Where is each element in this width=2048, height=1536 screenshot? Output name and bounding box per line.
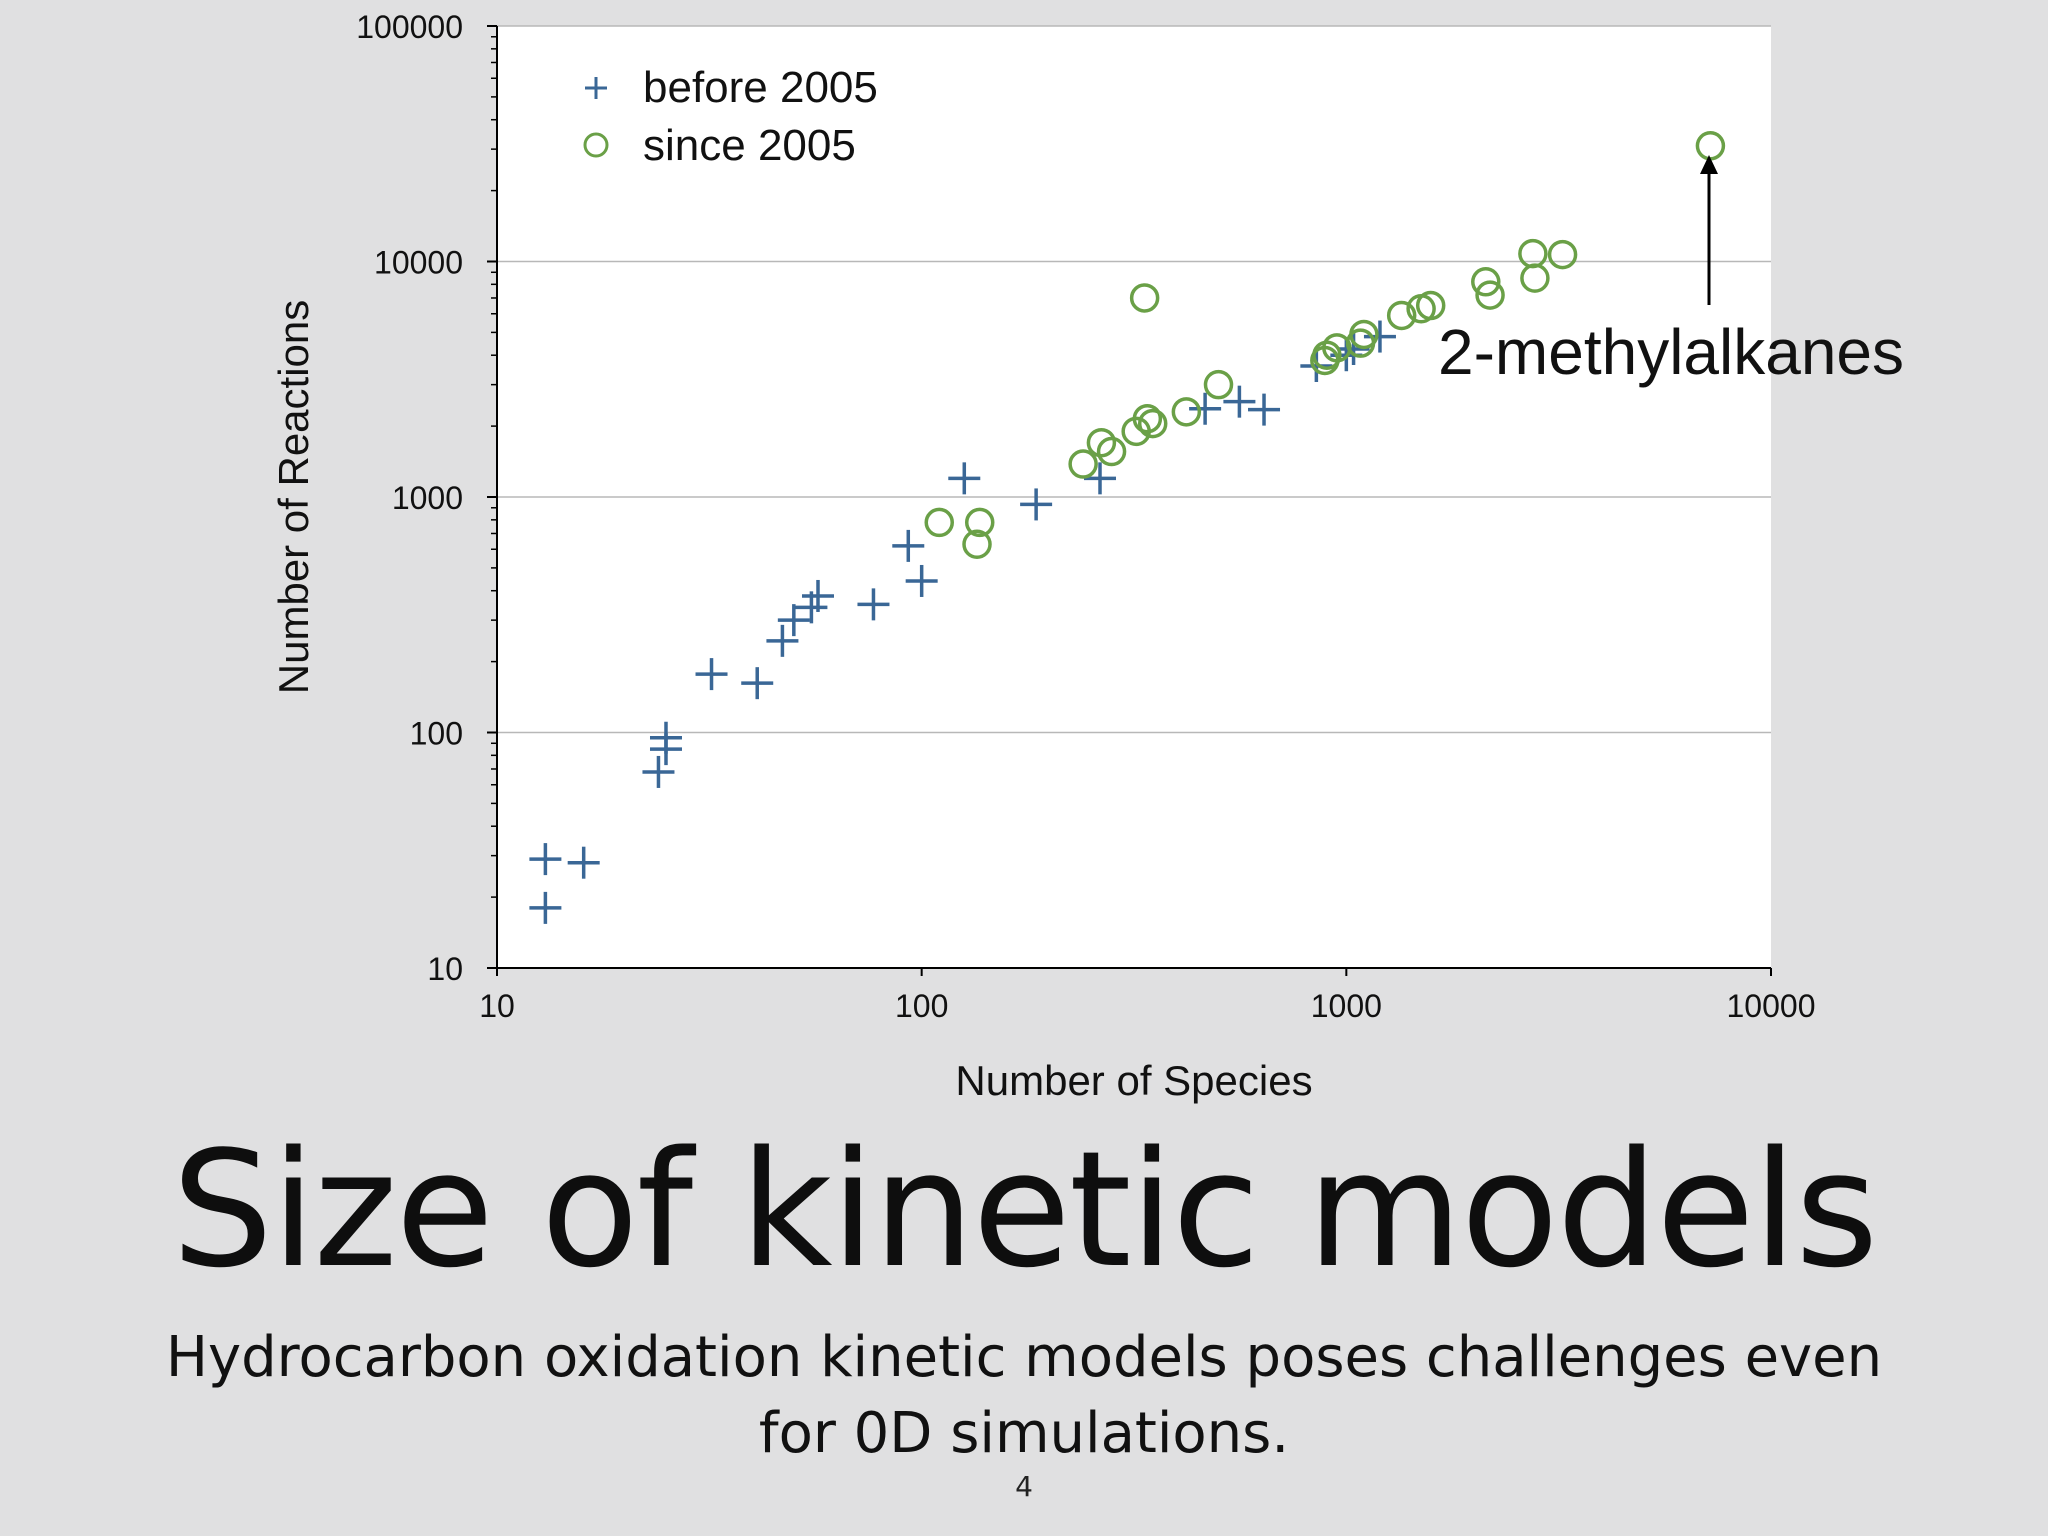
before-2005-point	[1223, 385, 1256, 418]
since-2005-point	[1132, 403, 1163, 434]
since-2005-point	[1415, 290, 1446, 321]
annotation-2-methylalkanes: 2-methylalkanes	[1438, 155, 1904, 388]
annotation-arrow-head	[1700, 155, 1718, 174]
data-points	[529, 131, 1726, 924]
x-tick-label: 1000	[1311, 988, 1382, 1024]
gridlines	[497, 25, 1771, 734]
legend-label-since: since 2005	[643, 121, 856, 170]
since-2005-point	[1203, 369, 1234, 400]
x-tick-label: 10	[479, 988, 515, 1024]
before-2005-point	[1189, 392, 1222, 425]
since-2005-point	[964, 507, 995, 538]
before-2005-point	[801, 579, 834, 612]
before-2005-point	[529, 843, 562, 876]
before-2005-point	[1248, 393, 1281, 426]
since-2005-point	[1386, 300, 1417, 331]
before-2005-point	[695, 658, 728, 691]
legend-label-before: before 2005	[643, 63, 878, 112]
legend-marker-before	[585, 77, 607, 99]
before-2005-point	[741, 667, 774, 700]
before-2005-point	[905, 564, 938, 597]
before-2005-point	[948, 462, 981, 495]
since-2005-point	[1349, 319, 1379, 350]
before-2005-point	[892, 529, 925, 562]
y-tick-label: 100000	[356, 9, 463, 45]
since-2005-point	[1096, 436, 1127, 467]
y-tick-label: 1000	[392, 480, 463, 516]
since-2005-point	[1129, 283, 1160, 313]
since-2005-point	[1547, 239, 1578, 270]
x-tick-label: 100	[895, 988, 948, 1024]
axis-ticks: 10 100 1000 10000 100000 10 100 1000 10000	[356, 9, 1815, 1024]
x-tick-label: 10000	[1727, 988, 1816, 1024]
before-2005-point	[857, 588, 890, 621]
legend-marker-since	[583, 132, 609, 158]
before-2005-point	[649, 721, 682, 754]
since-2005-point	[962, 529, 992, 560]
scatter-chart: 10 100 1000 10000 100000 10 100 1000 10000 befor…	[270, 9, 1904, 1104]
y-axis-label: Number of Reactions	[270, 300, 317, 695]
y-tick-label: 10	[427, 951, 463, 987]
slide-title: Size of kinetic models	[171, 1116, 1879, 1303]
before-2005-point	[777, 604, 810, 637]
before-2005-point	[766, 624, 799, 657]
since-2005-point	[1471, 267, 1501, 297]
annotation-label: 2-methylalkanes	[1438, 316, 1904, 388]
before-2005-point	[642, 755, 675, 788]
before-2005-point	[1300, 349, 1333, 382]
since-2005-point	[1475, 280, 1505, 310]
since-2005-point	[1137, 408, 1168, 439]
x-axis-label: Number of Species	[955, 1057, 1312, 1104]
before-2005-point	[567, 846, 600, 879]
y-tick-label: 10000	[374, 245, 463, 281]
since-2005-point	[924, 507, 954, 538]
before-2005-point	[1020, 488, 1053, 521]
y-tick-label: 100	[410, 716, 463, 752]
before-2005-point	[1084, 462, 1117, 495]
slide-subtitle: Hydrocarbon oxidation kinetic models pos…	[165, 1325, 1883, 1466]
since-2005-point	[1520, 263, 1550, 293]
page-number: 4	[1015, 1470, 1033, 1503]
before-2005-point	[529, 891, 562, 924]
since-2005-point	[1068, 449, 1098, 479]
legend: before 2005 since 2005	[583, 63, 878, 170]
since-2005-point	[1086, 427, 1117, 458]
since-2005-point	[1171, 397, 1202, 427]
before-2005-point	[1363, 320, 1396, 353]
